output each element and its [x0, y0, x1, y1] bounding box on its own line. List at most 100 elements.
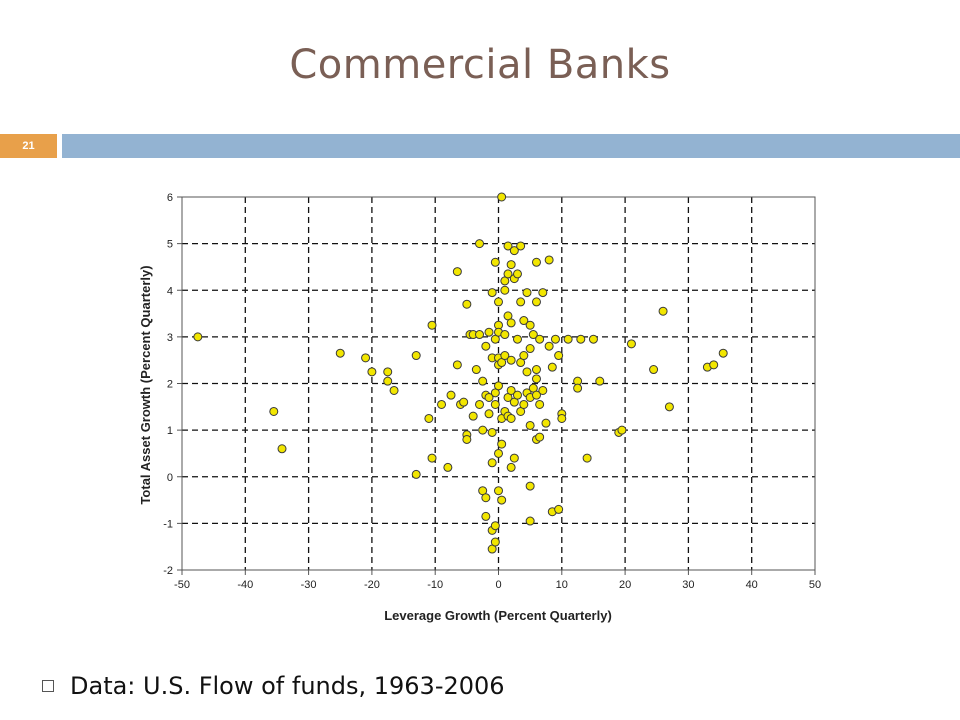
- data-point: [383, 367, 393, 377]
- data-point: [484, 392, 494, 402]
- data-point: [649, 365, 659, 375]
- data-point: [512, 269, 522, 279]
- data-point: [519, 351, 529, 361]
- data-point: [500, 285, 510, 295]
- data-point: [335, 348, 345, 358]
- data-point: [459, 397, 469, 407]
- y-tick-label: 6: [167, 192, 173, 204]
- data-point: [494, 486, 503, 496]
- data-point: [277, 444, 287, 454]
- data-point: [506, 462, 516, 472]
- data-point: [519, 399, 529, 409]
- data-point: [664, 402, 674, 412]
- data-point: [535, 334, 545, 344]
- data-point: [487, 427, 497, 437]
- data-point: [522, 288, 532, 298]
- grid: [182, 197, 815, 570]
- data-point: [462, 434, 472, 444]
- x-axis-label: Leverage Growth (Percent Quarterly): [384, 608, 612, 623]
- data-point: [478, 425, 488, 435]
- data-point: [538, 385, 548, 395]
- data-point: [519, 316, 529, 326]
- data-point: [411, 469, 421, 479]
- axis-labels: Leverage Growth (Percent Quarterly) Tota…: [138, 265, 612, 623]
- data-point: [544, 255, 554, 265]
- data-point: [462, 299, 472, 309]
- y-tick-label: 3: [167, 332, 173, 344]
- y-tick-label: 0: [167, 472, 173, 484]
- x-tick-label: -40: [237, 579, 253, 591]
- data-point: [490, 521, 500, 531]
- data-point: [500, 351, 510, 361]
- data-point: [525, 344, 535, 354]
- data-point: [617, 425, 627, 435]
- x-tick-label: 50: [809, 579, 821, 591]
- bullet-item: Data: U.S. Flow of funds, 1963-2006: [42, 664, 505, 708]
- data-point: [471, 365, 481, 375]
- data-point: [557, 413, 567, 423]
- data-point: [528, 330, 538, 340]
- data-point: [554, 351, 564, 361]
- data-point: [490, 257, 500, 267]
- data-point: [475, 330, 485, 340]
- data-point: [522, 367, 532, 377]
- data-point: [383, 376, 393, 386]
- data-point: [481, 493, 491, 503]
- data-point: [547, 362, 557, 372]
- x-tick-label: -20: [364, 579, 380, 591]
- data-points: [193, 192, 728, 554]
- data-point: [452, 360, 462, 370]
- data-point: [500, 330, 510, 340]
- data-point: [506, 385, 516, 395]
- x-tick-label: 30: [682, 579, 694, 591]
- data-point: [541, 418, 551, 428]
- x-tick-label: 20: [619, 579, 631, 591]
- data-point: [525, 516, 535, 526]
- data-point: [535, 399, 545, 409]
- y-tick-label: 5: [167, 239, 173, 251]
- data-point: [531, 374, 541, 384]
- data-point: [506, 318, 516, 328]
- data-point: [503, 241, 513, 251]
- data-point: [475, 399, 485, 409]
- accent-bar: [62, 134, 960, 158]
- data-point: [503, 269, 513, 279]
- data-point: [535, 432, 545, 442]
- data-point: [718, 348, 728, 358]
- data-point: [490, 399, 500, 409]
- data-point: [595, 376, 605, 386]
- data-point: [550, 334, 560, 344]
- data-point: [554, 504, 564, 514]
- data-point: [531, 257, 541, 267]
- data-point: [525, 420, 535, 430]
- data-point: [389, 385, 399, 395]
- data-point: [506, 413, 516, 423]
- data-point: [452, 267, 462, 277]
- data-point: [494, 297, 503, 307]
- data-point: [494, 448, 503, 458]
- data-point: [544, 341, 554, 351]
- data-point: [424, 413, 434, 423]
- data-point: [475, 239, 485, 249]
- data-point: [361, 353, 371, 363]
- data-point: [506, 260, 516, 270]
- data-point: [484, 327, 494, 337]
- slide-number-badge: 21: [0, 134, 57, 158]
- data-point: [497, 495, 507, 505]
- data-point: [531, 365, 541, 375]
- data-point: [193, 332, 203, 342]
- y-tick-label: -1: [163, 518, 173, 530]
- data-point: [509, 246, 519, 256]
- data-point: [525, 481, 535, 491]
- x-tick-label: 40: [746, 579, 758, 591]
- data-point: [481, 341, 491, 351]
- data-point: [626, 339, 636, 349]
- data-point: [525, 320, 535, 330]
- data-point: [494, 381, 503, 391]
- y-tick-label: 1: [167, 425, 173, 437]
- y-tick-label: 4: [167, 285, 173, 297]
- data-point: [269, 406, 279, 416]
- x-tick-label: -30: [301, 579, 317, 591]
